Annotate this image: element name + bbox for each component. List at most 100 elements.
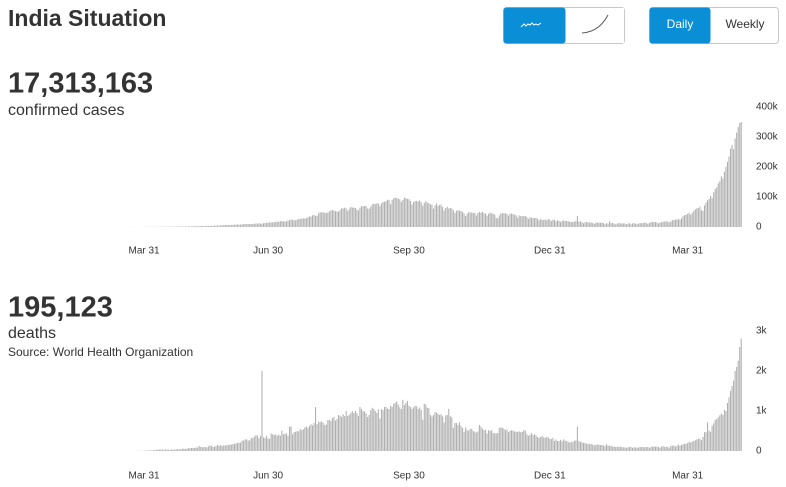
bar xyxy=(409,200,412,227)
bar xyxy=(371,204,373,227)
bar xyxy=(324,425,326,451)
bar xyxy=(665,221,667,227)
bar xyxy=(336,419,338,451)
bar xyxy=(364,411,366,451)
bar xyxy=(552,437,554,451)
bar xyxy=(460,425,462,451)
bar xyxy=(604,446,606,451)
bar xyxy=(391,407,393,451)
bar xyxy=(547,219,549,227)
bar xyxy=(503,428,505,451)
log-button[interactable] xyxy=(566,8,624,43)
bar xyxy=(443,210,445,227)
bar xyxy=(327,212,329,227)
bar xyxy=(710,431,712,451)
bar xyxy=(720,413,722,451)
bar xyxy=(350,413,352,451)
bar xyxy=(238,224,240,227)
bar xyxy=(213,446,216,451)
bar xyxy=(705,432,707,451)
bar xyxy=(463,431,465,451)
bar xyxy=(226,445,228,451)
bar xyxy=(215,225,217,227)
bar xyxy=(351,207,353,227)
bar xyxy=(484,213,487,227)
bar xyxy=(685,443,687,451)
bar xyxy=(720,176,722,227)
bar xyxy=(311,215,314,227)
bar xyxy=(590,443,592,451)
daily-button[interactable] xyxy=(649,7,711,44)
bar xyxy=(529,217,531,227)
bar xyxy=(630,447,632,451)
bar xyxy=(688,212,690,227)
bar xyxy=(495,433,497,451)
bar xyxy=(203,447,205,451)
bar xyxy=(233,224,235,227)
bar xyxy=(713,192,715,227)
bar xyxy=(405,403,407,451)
bar xyxy=(442,206,444,227)
bar xyxy=(716,419,718,451)
bar xyxy=(641,447,643,451)
bar xyxy=(702,437,704,451)
bar xyxy=(446,415,448,451)
bar xyxy=(249,224,251,227)
linear-button[interactable] xyxy=(503,7,566,44)
x-tick-label: Mar 31 xyxy=(672,471,704,482)
bar xyxy=(308,216,310,227)
bar xyxy=(256,223,258,227)
bar xyxy=(480,212,482,227)
bar xyxy=(665,446,667,451)
bar xyxy=(613,223,615,227)
bar xyxy=(586,443,588,451)
bar xyxy=(452,210,454,227)
bar xyxy=(495,217,497,227)
bar xyxy=(272,222,274,227)
bar xyxy=(391,200,393,227)
bar xyxy=(397,198,399,227)
bar xyxy=(192,226,194,227)
bar xyxy=(357,415,359,451)
bar xyxy=(506,213,508,227)
bar xyxy=(722,178,724,227)
bar xyxy=(420,202,422,227)
bar xyxy=(685,214,687,227)
bar xyxy=(466,213,468,227)
bar xyxy=(558,221,560,227)
bar xyxy=(434,205,436,227)
bar xyxy=(380,409,382,451)
bar xyxy=(339,415,341,451)
bar xyxy=(462,427,464,451)
bar xyxy=(622,223,624,227)
bar xyxy=(197,226,199,227)
bar xyxy=(154,450,156,451)
bar xyxy=(705,202,707,227)
bar xyxy=(491,213,493,227)
bar xyxy=(532,435,534,451)
bar xyxy=(543,437,545,451)
bar xyxy=(589,222,591,227)
bar xyxy=(512,214,514,227)
bar xyxy=(567,441,569,451)
weekly-label[interactable]: Weekly xyxy=(725,17,764,31)
bar xyxy=(596,222,598,227)
bar xyxy=(549,219,551,227)
bar xyxy=(373,409,375,451)
bar xyxy=(426,407,428,451)
daily-label[interactable]: Daily xyxy=(667,17,694,31)
bar xyxy=(454,423,456,451)
bar xyxy=(163,449,165,451)
bar xyxy=(595,222,597,227)
bar xyxy=(726,161,728,227)
bar xyxy=(700,440,702,451)
bar xyxy=(647,447,649,451)
bar xyxy=(183,226,185,227)
bar xyxy=(221,225,223,227)
bar xyxy=(258,223,260,227)
bar xyxy=(342,208,344,227)
bar xyxy=(733,149,735,227)
bar xyxy=(457,425,459,451)
bar xyxy=(627,447,629,451)
bar xyxy=(445,207,447,227)
